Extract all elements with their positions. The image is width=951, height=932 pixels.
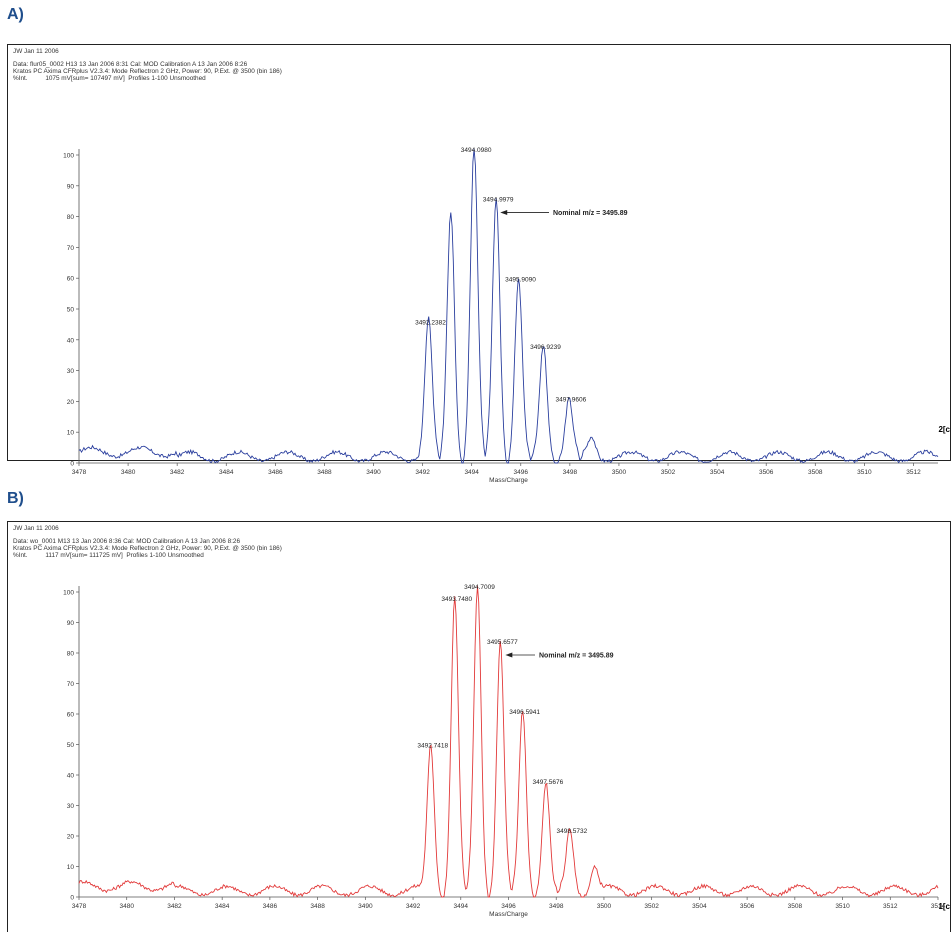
panel-a-meta-line-1: Data: flur05_0002 H13 13 Jan 2006 8:31 C… xyxy=(13,61,248,68)
x-tick-label: 3506 xyxy=(759,469,774,476)
peak-label: 3496.5941 xyxy=(509,709,540,716)
spectrum-panel-a: JW Jan 11 2006 Data: flur05_0002 H13 13 … xyxy=(7,44,951,484)
panel-a-meta-line-3: %Int. 1075 mV[sum= 107497 mV] Profiles 1… xyxy=(13,75,206,82)
x-tick-label: 3510 xyxy=(857,469,872,476)
x-tick-label: 3504 xyxy=(710,469,725,476)
y-tick-label: 70 xyxy=(67,245,75,252)
x-tick-label: 3486 xyxy=(268,469,283,476)
x-tick-label: 3482 xyxy=(170,469,185,476)
peak-label: 3494.7009 xyxy=(464,584,495,591)
x-tick-label: 3478 xyxy=(72,469,87,476)
spectrum-panel-b: JW Jan 11 2006 Data: wo_0001 M13 13 Jan … xyxy=(7,521,951,932)
x-tick-label: 3508 xyxy=(808,469,823,476)
y-tick-label: 80 xyxy=(67,651,75,658)
x-tick-label: 3480 xyxy=(119,903,134,910)
x-tick-label: 3488 xyxy=(317,469,332,476)
x-tick-label: 3498 xyxy=(549,903,564,910)
annotation-arrow-head xyxy=(505,652,513,658)
peak-label: 3493.7480 xyxy=(441,596,472,603)
y-tick-label: 30 xyxy=(67,803,75,810)
x-tick-label: 3500 xyxy=(597,903,612,910)
x-tick-label: 3496 xyxy=(501,903,516,910)
peak-label: 3496.9239 xyxy=(530,344,561,351)
x-tick-label: 3490 xyxy=(358,903,373,910)
x-tick-label: 3508 xyxy=(788,903,803,910)
nominal-mz-annotation: Nominal m/z = 3495.89 xyxy=(539,653,614,660)
x-tick-label: 3496 xyxy=(514,469,529,476)
x-tick-label: 3480 xyxy=(121,469,136,476)
peak-label: 3497.5676 xyxy=(533,779,564,786)
x-tick-label: 3504 xyxy=(692,903,707,910)
spectrum-trace xyxy=(78,148,939,464)
panel-b-header: JW Jan 11 2006 xyxy=(13,525,59,532)
y-tick-label: 90 xyxy=(67,183,75,190)
x-tick-label: 3500 xyxy=(612,469,627,476)
annotation-arrow-head xyxy=(500,209,508,215)
panel-b-label: B) xyxy=(7,490,24,507)
nominal-mz-annotation: Nominal m/z = 3495.89 xyxy=(553,210,628,217)
x-tick-label: 3490 xyxy=(366,469,381,476)
x-tick-label: 3502 xyxy=(644,903,659,910)
y-tick-label: 50 xyxy=(67,742,75,749)
panel-a-label: A) xyxy=(7,6,24,23)
panel-a-header: JW Jan 11 2006 xyxy=(13,48,59,55)
x-tick-label: 3512 xyxy=(906,469,921,476)
y-tick-label: 90 xyxy=(67,620,75,627)
y-tick-label: 60 xyxy=(67,712,75,719)
panel-b-corner-tag: 1[c xyxy=(938,902,950,911)
y-tick-label: 20 xyxy=(67,834,75,841)
y-tick-label: 40 xyxy=(67,773,75,780)
y-tick-label: 80 xyxy=(67,214,75,221)
x-tick-label: 3484 xyxy=(219,469,234,476)
peak-label: 3498.5732 xyxy=(557,828,588,835)
peak-label: 3492.2382 xyxy=(415,319,446,326)
y-tick-label: 40 xyxy=(67,337,75,344)
y-tick-label: 10 xyxy=(67,864,75,871)
panel-b-meta-line-1: Data: wo_0001 M13 13 Jan 2006 8:36 Cal: … xyxy=(13,538,241,545)
peak-label: 3495.9090 xyxy=(505,276,536,283)
x-tick-label: 3482 xyxy=(167,903,182,910)
y-tick-label: 20 xyxy=(67,399,75,406)
x-axis-title: Mass/Charge xyxy=(489,477,528,484)
x-tick-label: 3488 xyxy=(310,903,325,910)
y-tick-label: 50 xyxy=(67,307,75,314)
x-tick-label: 3478 xyxy=(72,903,87,910)
peak-label: 3492.7418 xyxy=(417,743,448,750)
x-tick-label: 3498 xyxy=(563,469,578,476)
y-tick-label: 30 xyxy=(67,368,75,375)
x-axis-title: Mass/Charge xyxy=(489,911,528,918)
spectrum-chart-b: 0 10 20 30 40 50 60 70 80 90 100 3478 3480 3482 3484 34… xyxy=(63,584,946,918)
x-tick-label: 3514 xyxy=(931,903,946,910)
panel-a-meta-line-2: Kratos PC Axima CFRplus V2.3.4: Mode Ref… xyxy=(13,68,282,75)
spectrum-trace xyxy=(78,585,939,898)
y-tick-label: 100 xyxy=(63,590,74,597)
panel-b-meta-line-2: Kratos PC Axima CFRplus V2.3.4: Mode Ref… xyxy=(13,545,282,552)
x-tick-label: 3494 xyxy=(454,903,469,910)
peak-label: 3495.6577 xyxy=(487,639,518,646)
peak-label: 3494.9979 xyxy=(483,196,514,203)
y-tick-label: 60 xyxy=(67,276,75,283)
y-tick-label: 0 xyxy=(70,461,74,468)
panel-b-meta-line-3: %Int. 1117 mV[sum= 111725 mV] Profiles 1… xyxy=(13,552,204,559)
y-tick-label: 0 xyxy=(70,895,74,902)
x-tick-label: 3510 xyxy=(835,903,850,910)
peak-label: 3497.9606 xyxy=(556,396,587,403)
y-tick-label: 100 xyxy=(63,153,74,160)
y-tick-label: 70 xyxy=(67,681,75,688)
x-tick-label: 3494 xyxy=(464,469,479,476)
x-tick-label: 3486 xyxy=(263,903,278,910)
x-tick-label: 3506 xyxy=(740,903,755,910)
x-tick-label: 3512 xyxy=(883,903,898,910)
panel-a-corner-tag: 2[c xyxy=(938,425,950,434)
x-tick-label: 3492 xyxy=(415,469,430,476)
x-tick-label: 3502 xyxy=(661,469,676,476)
peak-label: 3494.0980 xyxy=(461,147,492,154)
spectrum-chart-a: 0 10 20 30 40 50 60 70 80 90 100 3478 3480 3482 3484 34… xyxy=(63,147,939,484)
x-tick-label: 3484 xyxy=(215,903,230,910)
y-tick-label: 10 xyxy=(67,430,75,437)
x-tick-label: 3492 xyxy=(406,903,421,910)
